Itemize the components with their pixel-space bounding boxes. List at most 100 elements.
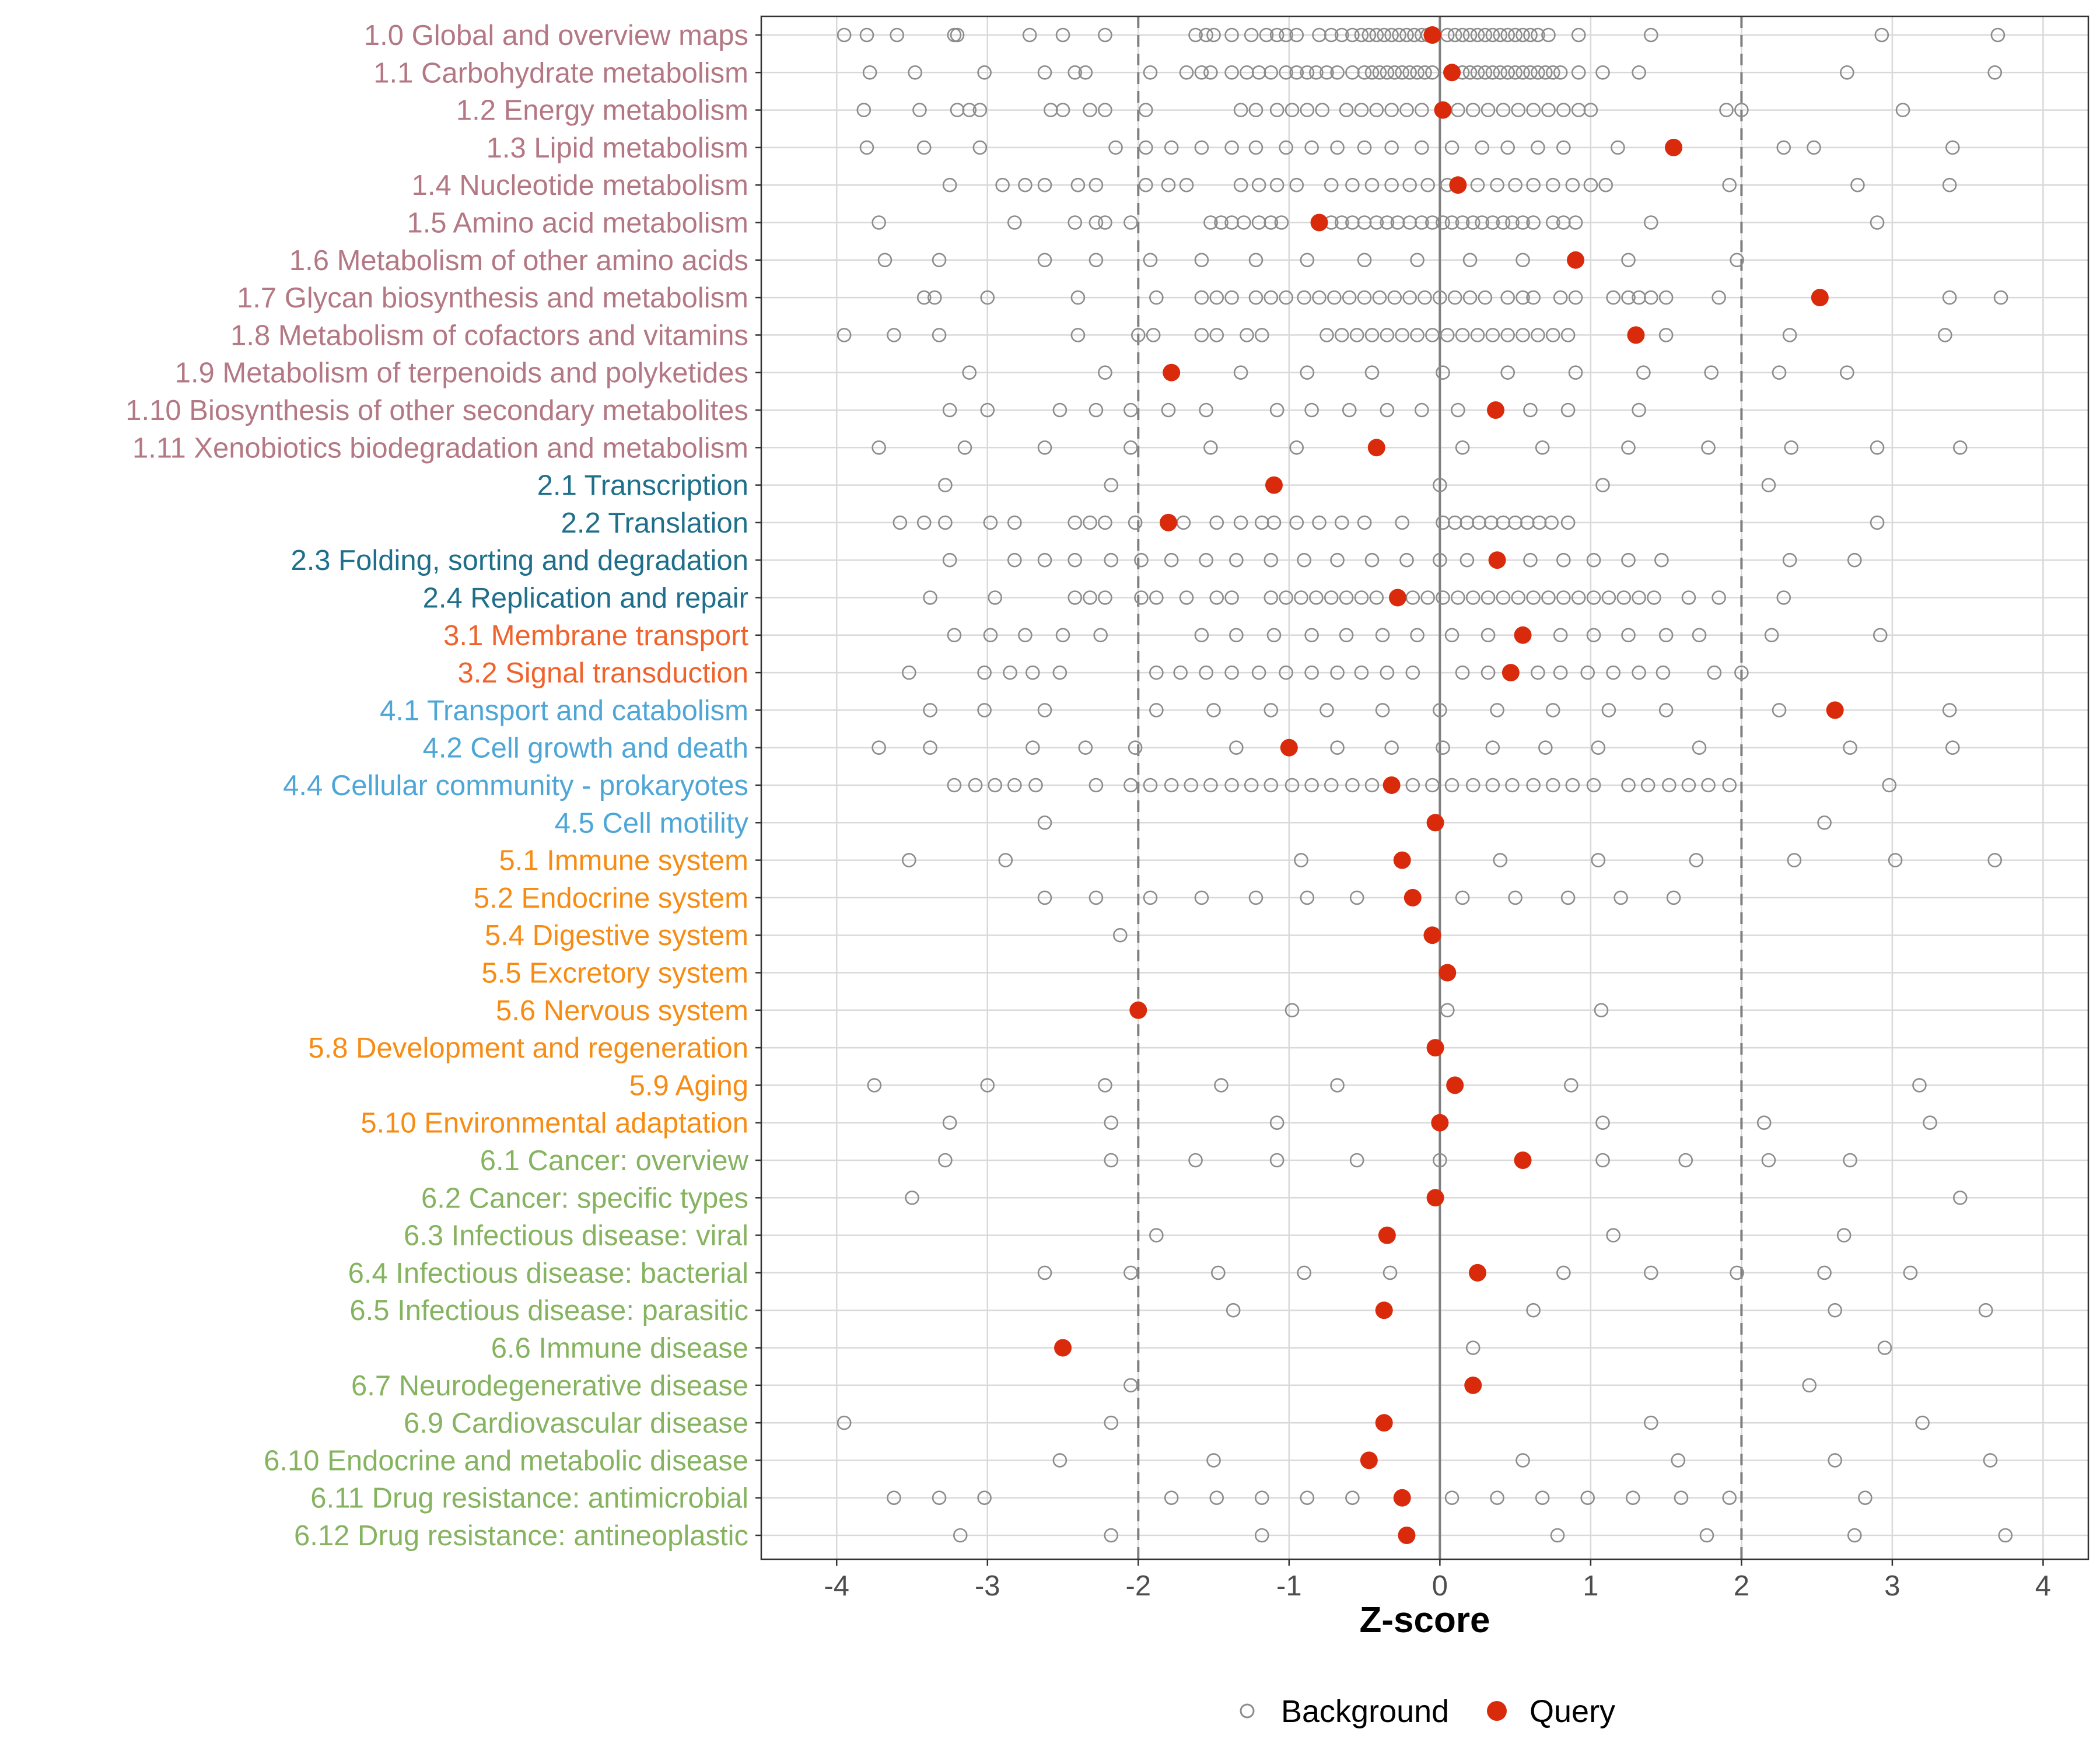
background-point xyxy=(1433,478,1447,492)
background-point xyxy=(1266,628,1282,643)
background-point xyxy=(1251,177,1266,192)
background-point xyxy=(1194,253,1209,268)
background-point xyxy=(1436,515,1450,530)
background-point xyxy=(1209,515,1224,530)
background-point xyxy=(1531,140,1545,155)
background-point xyxy=(1516,328,1530,342)
background-point xyxy=(1143,890,1158,905)
background-point xyxy=(1712,590,1726,605)
background-point xyxy=(1128,740,1143,755)
legend-query-marker xyxy=(1487,1701,1507,1721)
x-axis-title: Z-score xyxy=(1360,1600,1490,1640)
background-point xyxy=(1475,215,1490,230)
background-point xyxy=(942,402,957,418)
background-point xyxy=(1269,402,1284,418)
background-point xyxy=(1037,253,1052,268)
background-point xyxy=(1203,65,1218,80)
background-point xyxy=(972,103,988,117)
background-point xyxy=(1807,140,1821,155)
background-point xyxy=(1251,665,1266,680)
background-point xyxy=(1098,27,1112,43)
legend-background-marker xyxy=(1240,1703,1255,1718)
background-point xyxy=(1782,328,1797,342)
background-point xyxy=(1098,103,1112,117)
background-point xyxy=(1214,1078,1228,1093)
background-point xyxy=(1224,215,1239,230)
category-label: 6.4 Infectious disease: bacterial xyxy=(348,1258,748,1289)
background-point xyxy=(962,365,977,380)
legend: Background Query xyxy=(1240,1694,1615,1729)
legend-background-label: Background xyxy=(1281,1694,1449,1729)
background-point xyxy=(1037,816,1052,830)
background-point xyxy=(1656,665,1671,680)
background-point xyxy=(1410,328,1424,342)
background-point xyxy=(942,1115,957,1130)
background-point xyxy=(1297,290,1311,305)
background-point xyxy=(1451,402,1465,418)
background-point xyxy=(1149,665,1164,680)
query-point xyxy=(1388,589,1406,607)
background-point xyxy=(1354,590,1369,605)
background-point xyxy=(1354,27,1369,43)
background-point xyxy=(1070,328,1086,342)
background-point xyxy=(1392,27,1406,43)
category-label: 6.6 Immune disease xyxy=(491,1333,748,1364)
background-point xyxy=(1621,440,1636,455)
background-point xyxy=(1399,103,1414,117)
background-point xyxy=(1440,1003,1455,1018)
background-point xyxy=(1124,402,1138,418)
background-point xyxy=(1037,65,1052,80)
background-point xyxy=(1455,328,1470,342)
background-point xyxy=(1425,778,1440,793)
background-point xyxy=(1520,515,1535,530)
query-point xyxy=(1393,851,1411,869)
background-point xyxy=(1284,103,1300,117)
background-point xyxy=(1500,328,1515,342)
background-point xyxy=(1923,1115,1937,1130)
background-point xyxy=(1722,1490,1737,1505)
background-point xyxy=(1345,65,1360,80)
query-point xyxy=(1423,926,1441,944)
reference-lines xyxy=(1137,16,1743,1559)
background-point xyxy=(1324,27,1339,43)
background-point xyxy=(1345,27,1360,43)
background-point xyxy=(1269,1115,1284,1130)
query-point xyxy=(1446,1076,1464,1094)
background-point xyxy=(1304,628,1319,643)
background-point xyxy=(1279,290,1293,305)
background-point xyxy=(1692,628,1707,643)
background-point xyxy=(859,140,874,155)
background-point xyxy=(1523,27,1538,43)
query-points-layer xyxy=(1054,26,1844,1544)
background-point xyxy=(1026,740,1040,755)
background-point xyxy=(1320,703,1334,718)
background-point xyxy=(1405,665,1420,680)
background-point xyxy=(1098,365,1112,380)
background-point xyxy=(1526,1303,1541,1318)
background-point xyxy=(1541,27,1556,43)
background-point xyxy=(1595,1115,1610,1130)
background-point xyxy=(1998,1528,2013,1543)
background-point xyxy=(1734,665,1749,680)
query-point xyxy=(1280,738,1298,757)
background-point xyxy=(1802,1378,1817,1393)
query-point xyxy=(1434,101,1452,119)
category-label: 3.2 Signal transduction xyxy=(458,657,749,689)
background-points-layer xyxy=(836,27,2013,1543)
background-point xyxy=(1556,590,1571,605)
query-point xyxy=(1054,1339,1072,1357)
background-point xyxy=(1666,890,1681,905)
background-point xyxy=(1233,103,1248,117)
background-point xyxy=(1654,552,1669,568)
background-point xyxy=(932,253,947,268)
background-point xyxy=(962,103,977,117)
background-point xyxy=(1179,65,1194,80)
background-point xyxy=(972,140,988,155)
background-point xyxy=(1300,1490,1315,1505)
background-point xyxy=(1444,778,1460,793)
background-point xyxy=(1478,27,1493,43)
background-point xyxy=(1485,65,1500,80)
query-point xyxy=(1514,626,1532,644)
background-point xyxy=(1553,65,1568,80)
